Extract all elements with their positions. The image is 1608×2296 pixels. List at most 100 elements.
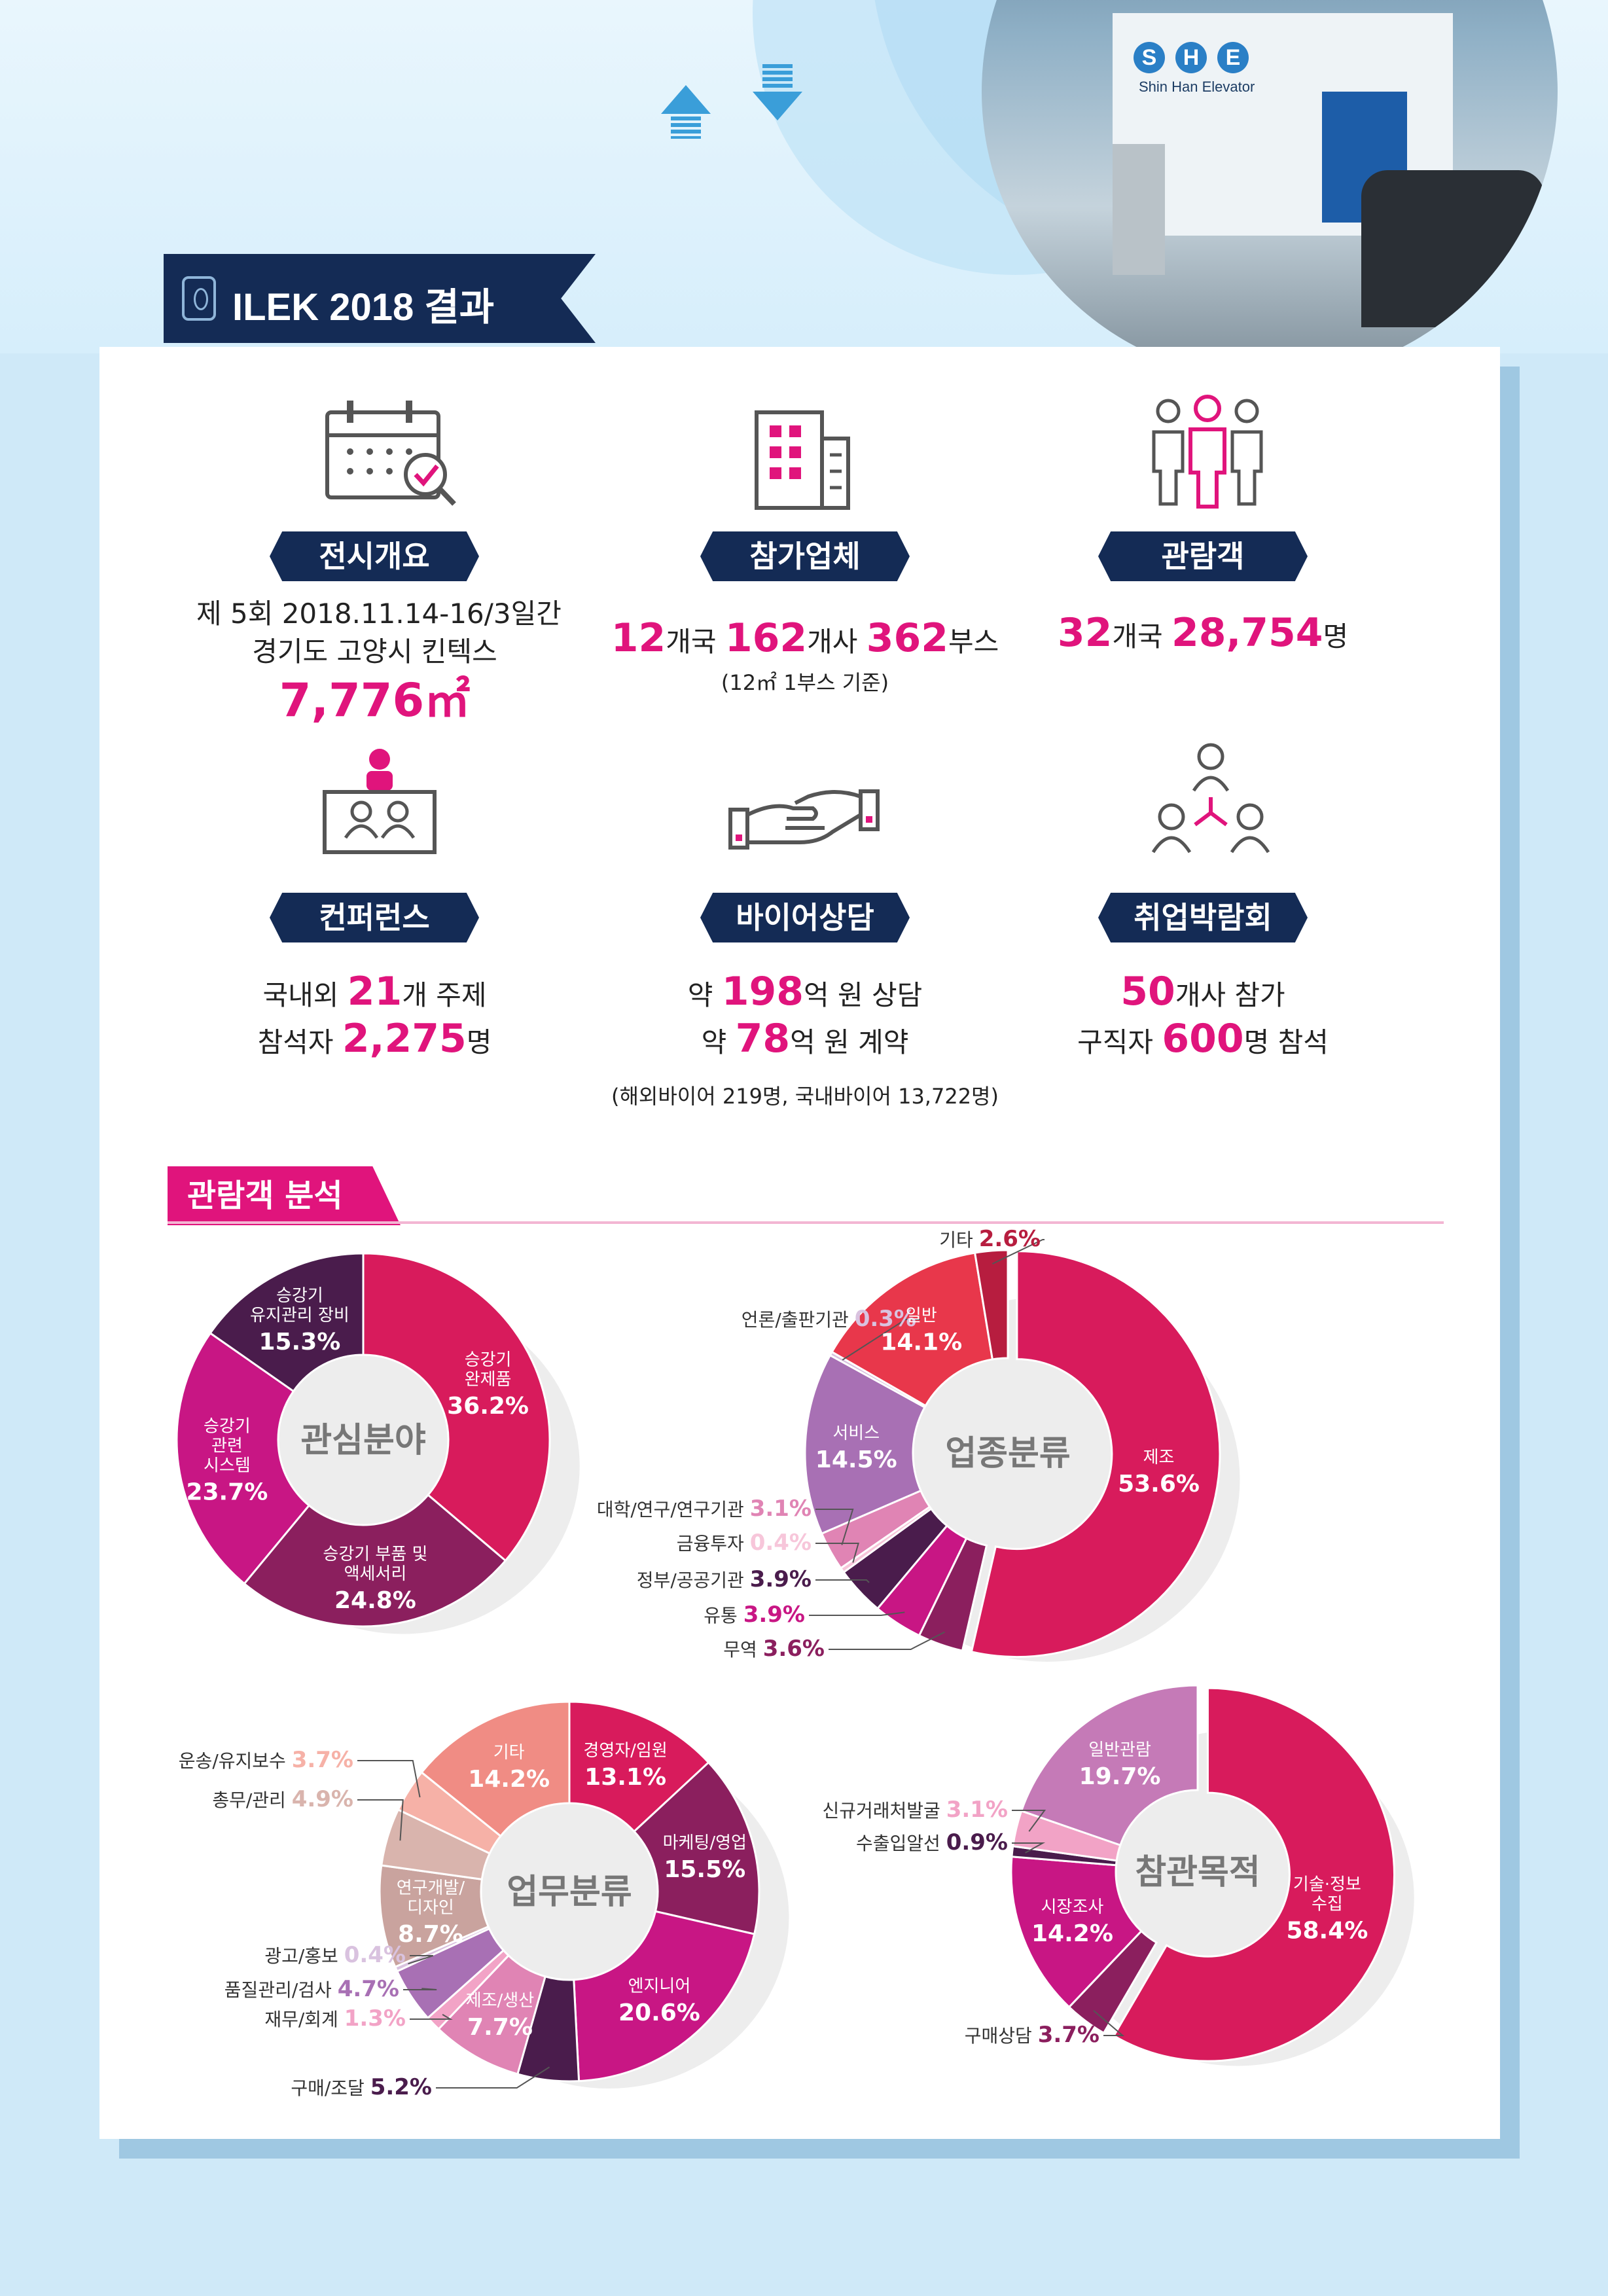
callout-category: 정부/공공기관	[637, 1570, 750, 1591]
callout-category: 언론/출판기관	[741, 1309, 855, 1331]
callout-value: 4.9%	[292, 1786, 353, 1812]
pie-slice	[362, 1252, 551, 1562]
slice-category-label: 제조/생산	[466, 1991, 534, 2011]
chart-center-title: 업종분류	[945, 1434, 1070, 1473]
callout-value: 0.4%	[750, 1530, 812, 1556]
jobfair-company-count: 50	[1120, 969, 1175, 1014]
label-text: 참석자	[257, 1026, 334, 1058]
handshake-icon	[728, 789, 880, 850]
buyer-consult: 약 198억 원 상담	[609, 969, 1001, 1014]
analysis-banner: 관람객 분석	[168, 1166, 401, 1225]
callout-leader-line	[815, 1543, 859, 1563]
callout-leader-line	[1012, 1810, 1046, 1832]
slice-value-label: 15.5%	[664, 1856, 745, 1883]
slice-value-label: 24.8%	[334, 1587, 416, 1614]
section-banner-conference: 컨퍼런스	[270, 893, 479, 942]
arrow-down-icon	[753, 92, 802, 120]
callout-leader-line	[1012, 1842, 1046, 1854]
callout-label: 무역 3.6%	[723, 1636, 825, 1662]
label-text: 개사 참가	[1175, 979, 1285, 1011]
callout-category: 기타	[939, 1229, 978, 1251]
arrow-up-icon	[661, 85, 711, 114]
consult-amount: 198	[721, 969, 804, 1014]
pie-slice	[970, 1250, 1221, 1659]
label-text: 억 원 상담	[803, 979, 923, 1011]
callout-value: 0.4%	[344, 1942, 406, 1968]
callout-value: 1.3%	[344, 2005, 406, 2032]
jobfair-network-icon	[1151, 743, 1270, 853]
divider	[168, 1221, 1444, 1224]
callout-value: 3.9%	[743, 1602, 805, 1628]
callout-category: 수출입알선	[856, 1833, 946, 1854]
pie-slice	[573, 1910, 756, 2083]
label-text: 약	[687, 979, 713, 1011]
slice-category-label: 일반	[906, 1306, 937, 1325]
callout-leader-line	[829, 1631, 945, 1650]
photo-brand-letter: E	[1217, 42, 1249, 73]
callout-label: 수출입알선 0.9%	[856, 1829, 1008, 1856]
callout-leader-line	[436, 2066, 550, 2089]
exhibitor-companies: 162	[724, 615, 808, 661]
callout-leader-line	[815, 1579, 870, 1583]
callout-value: 3.6%	[763, 1636, 825, 1662]
chart-center-title: 관심분야	[300, 1421, 426, 1460]
callout-leader-line	[842, 1319, 920, 1361]
slice-category-label: 기술·정보	[1293, 1874, 1361, 1894]
exhibition-area: 7,776㎡	[279, 673, 471, 727]
callout-value: 4.7%	[338, 1976, 399, 2002]
slice-category-label: 액세서리	[344, 1564, 407, 1584]
section-banner-visitors: 관람객	[1098, 531, 1308, 581]
callout-leader-line	[357, 1760, 421, 1798]
pie-slice	[209, 1252, 365, 1393]
unit-text: 부스	[948, 626, 999, 658]
callout-label: 유통 3.9%	[704, 1602, 805, 1628]
slice-value-label: 14.5%	[815, 1446, 897, 1473]
slice-category-label: 승강기	[465, 1350, 512, 1370]
slice-category-label: 일반관람	[1088, 1740, 1151, 1760]
chart-center-title: 참관목적	[1135, 1853, 1260, 1892]
jobfair-seekers: 구직자 600명 참석	[1021, 1016, 1385, 1062]
photo-brand-letter: H	[1175, 42, 1207, 73]
conference-topics: 국내외 21개 주제	[196, 969, 553, 1014]
callout-label: 구매/조달 5.2%	[291, 2074, 432, 2100]
callout-category: 무역	[723, 1639, 762, 1660]
pie-slice	[1020, 1684, 1199, 1847]
exhibition-info-line: 제 5회 2018.11.14-16/3일간	[196, 598, 562, 630]
callout-label: 대학/연구/연구기관 3.1%	[597, 1496, 812, 1522]
callout-leader-line	[357, 1799, 404, 1841]
callout-category: 구매상담	[965, 2025, 1038, 2047]
callout-leader-line	[408, 1955, 434, 1965]
seeker-count: 600	[1162, 1016, 1244, 1062]
callout-leader-line	[403, 1988, 437, 1990]
buyer-contract: 약 78억 원 계약	[609, 1016, 1001, 1062]
contract-amount: 78	[735, 1016, 791, 1062]
label-text: 국내외	[262, 979, 339, 1011]
callout-label: 총무/관리 4.9%	[212, 1786, 353, 1812]
callout-leader-line	[1093, 2010, 1125, 2036]
jobfair-companies: 50개사 참가	[1021, 969, 1385, 1014]
callout-value: 3.9%	[750, 1566, 812, 1592]
label-text: 명	[466, 1026, 492, 1058]
arrow-up-icon	[671, 117, 701, 139]
slice-category-label: 엔지니어	[628, 1977, 691, 1996]
slice-value-label: 36.2%	[447, 1393, 529, 1420]
section-banner-jobfair: 취업박람회	[1098, 893, 1308, 942]
slice-value-label: 15.3%	[259, 1329, 340, 1355]
buyer-note: (해외바이어 219명, 국내바이어 13,722명)	[611, 1084, 999, 1109]
chart-center-title: 업무분류	[507, 1873, 632, 1912]
callout-value: 3.7%	[1038, 2022, 1099, 2048]
visitor-countries: 32	[1057, 610, 1113, 656]
callout-value: 3.7%	[292, 1747, 353, 1773]
visitor-stats: 32개국 28,754명	[1021, 610, 1385, 656]
callout-label: 재무/회계 1.3%	[264, 2005, 406, 2032]
exhibitors-stats: 12개국 162개사 362부스	[609, 615, 1001, 661]
exhibitor-countries: 12	[611, 615, 666, 661]
slice-category-label: 승강기	[276, 1286, 323, 1306]
pie-slice	[243, 1494, 507, 1628]
callout-label: 기타 2.6%	[939, 1226, 1041, 1252]
callout-value: 0.9%	[946, 1829, 1008, 1856]
callout-leader-line	[809, 1611, 905, 1616]
slice-category-label: 유지관리 장비	[250, 1306, 349, 1325]
arrow-down-icon	[762, 64, 793, 89]
